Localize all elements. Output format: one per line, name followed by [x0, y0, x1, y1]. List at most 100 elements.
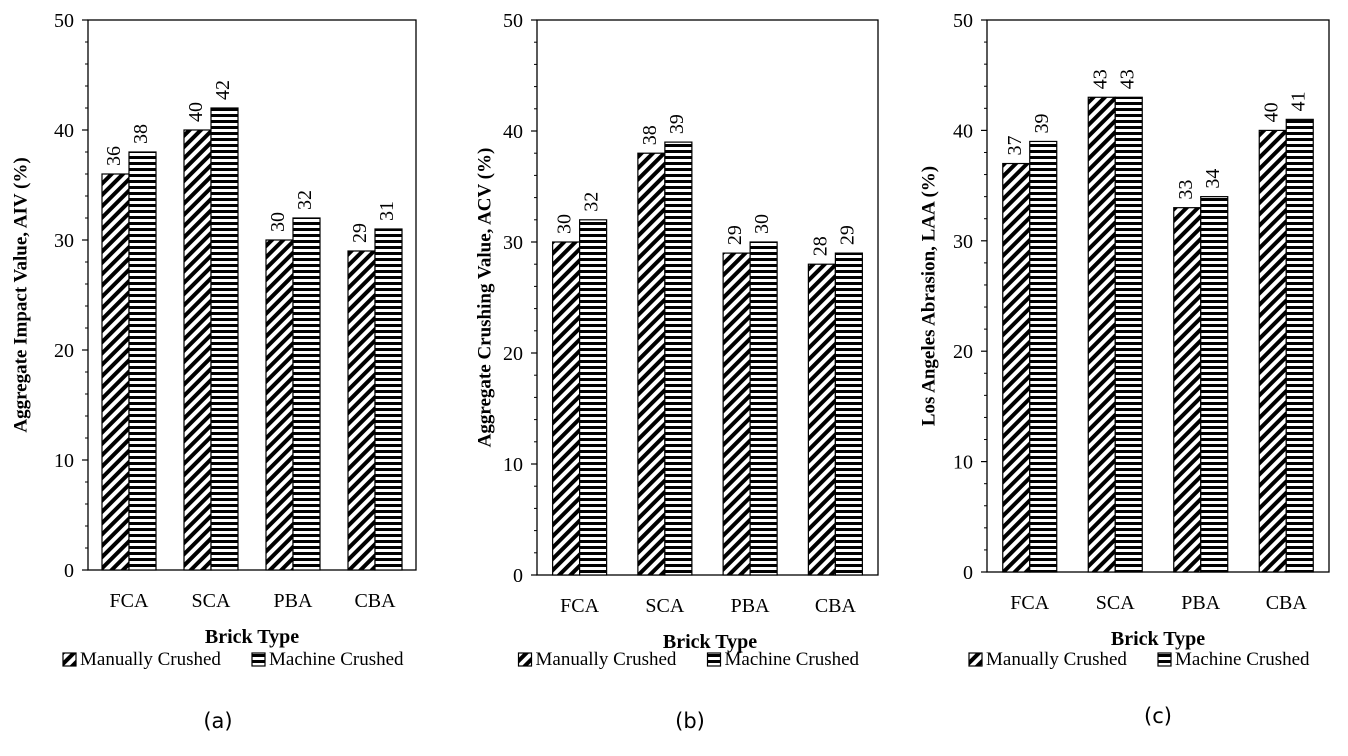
x-tick-label: PBA — [731, 595, 770, 617]
y-tick-label: 40 — [953, 120, 973, 142]
bar-manually-crushed — [1002, 162, 1031, 573]
bar-manually-crushed — [347, 250, 376, 571]
y-tick-label: 0 — [513, 565, 523, 587]
data-label: 37 — [1004, 136, 1026, 156]
bar-manually-crushed — [101, 173, 130, 571]
x-tick-label: SCA — [645, 595, 684, 617]
bar-machine-crushed — [749, 241, 778, 576]
legend-label: Machine Crushed — [269, 649, 404, 670]
x-tick-label: PBA — [274, 590, 313, 612]
legend-swatch-machine-crushed — [1157, 652, 1172, 667]
bar-machine-crushed — [579, 219, 608, 576]
legend: Manually Crushed Machine Crushed — [968, 649, 1310, 670]
x-tick-label: FCA — [560, 595, 599, 617]
y-tick-label: 30 — [54, 230, 74, 252]
data-label: 33 — [1175, 180, 1197, 200]
bar-machine-crushed — [834, 252, 863, 576]
bar-machine-crushed — [664, 141, 693, 576]
bar-manually-crushed — [722, 252, 751, 576]
bar-machine-crushed — [374, 228, 403, 571]
data-label: 41 — [1287, 91, 1309, 111]
legend-swatch-manually-crushed — [517, 652, 533, 667]
legend-label: Manually Crushed — [536, 649, 677, 670]
data-label: 32 — [581, 192, 603, 212]
x-axis-title: Brick Type — [663, 631, 757, 653]
y-tick-label: 0 — [963, 562, 973, 584]
y-tick-label: 20 — [953, 341, 973, 363]
bar-manually-crushed — [637, 152, 666, 576]
x-tick-label: FCA — [110, 590, 149, 612]
bar-machine-crushed — [292, 217, 321, 571]
chart-panel-1: 010203040503638FCA4042SCA3032PBA2931CBAB… — [10, 10, 417, 733]
bar-machine-crushed — [1114, 96, 1143, 573]
bar-manually-crushed — [1258, 129, 1287, 573]
y-tick-label: 50 — [953, 10, 973, 32]
legend-label: Machine Crushed — [725, 649, 860, 670]
y-tick-label: 30 — [953, 231, 973, 253]
x-tick-label: SCA — [192, 590, 231, 612]
panel-label: (c) — [1144, 704, 1172, 728]
data-label: 28 — [809, 236, 831, 256]
bar-machine-crushed — [210, 107, 239, 571]
data-label: 38 — [130, 124, 152, 144]
data-label: 29 — [836, 225, 858, 245]
y-tick-label: 20 — [54, 340, 74, 362]
data-label: 32 — [294, 190, 316, 210]
panel-label: (a) — [203, 709, 232, 733]
y-tick-label: 40 — [54, 120, 74, 142]
x-tick-label: CBA — [354, 590, 396, 612]
legend-label: Manually Crushed — [80, 649, 221, 670]
panel-label: (b) — [675, 709, 705, 733]
y-tick-label: 0 — [64, 560, 74, 582]
chart-panel-2: 010203040503032FCA3839SCA2930PBA2829CBAB… — [474, 10, 879, 733]
data-label: 38 — [639, 125, 661, 145]
y-tick-label: 50 — [54, 10, 74, 32]
data-label: 40 — [1260, 102, 1282, 122]
data-label: 29 — [349, 223, 371, 243]
bar-machine-crushed — [128, 151, 157, 571]
data-label: 30 — [751, 214, 773, 234]
legend-label: Manually Crushed — [986, 649, 1127, 670]
bar-manually-crushed — [1173, 207, 1202, 573]
bar-manually-crushed — [183, 129, 212, 571]
data-label: 29 — [724, 225, 746, 245]
plot-frame — [87, 19, 417, 571]
legend-swatch-manually-crushed — [62, 652, 77, 667]
bar-manually-crushed — [552, 241, 581, 576]
bar-manually-crushed — [1087, 96, 1116, 573]
legend: Manually Crushed Machine Crushed — [62, 649, 404, 670]
x-axis-title: Brick Type — [1111, 628, 1205, 650]
legend-swatch-machine-crushed — [706, 652, 722, 667]
data-label: 39 — [666, 114, 688, 134]
bar-manually-crushed — [265, 239, 294, 571]
data-label: 34 — [1202, 169, 1224, 189]
x-tick-label: PBA — [1181, 592, 1220, 614]
data-label: 30 — [554, 214, 576, 234]
x-tick-label: CBA — [815, 595, 857, 617]
x-tick-label: SCA — [1096, 592, 1135, 614]
plot-frame — [536, 19, 879, 576]
y-axis-title: Aggregate Crushing Value, ACV (%) — [474, 148, 495, 448]
data-label: 39 — [1031, 113, 1053, 133]
data-label: 36 — [103, 146, 125, 166]
data-label: 42 — [212, 80, 234, 100]
y-tick-label: 40 — [503, 121, 523, 143]
data-label: 43 — [1116, 69, 1138, 89]
bar-machine-crushed — [1285, 118, 1314, 573]
y-tick-label: 20 — [503, 343, 523, 365]
bar-machine-crushed — [1029, 140, 1058, 573]
x-tick-label: CBA — [1266, 592, 1308, 614]
y-tick-label: 50 — [503, 10, 523, 32]
data-label: 40 — [185, 102, 207, 122]
y-tick-label: 30 — [503, 232, 523, 254]
x-tick-label: FCA — [1010, 592, 1049, 614]
legend-label: Machine Crushed — [1175, 649, 1310, 670]
data-label: 31 — [376, 201, 398, 221]
y-tick-label: 10 — [503, 454, 523, 476]
legend: Manually Crushed Machine Crushed — [517, 649, 860, 670]
x-axis-title: Brick Type — [205, 626, 299, 648]
legend-swatch-machine-crushed — [251, 652, 266, 667]
legend-swatch-manually-crushed — [968, 652, 983, 667]
